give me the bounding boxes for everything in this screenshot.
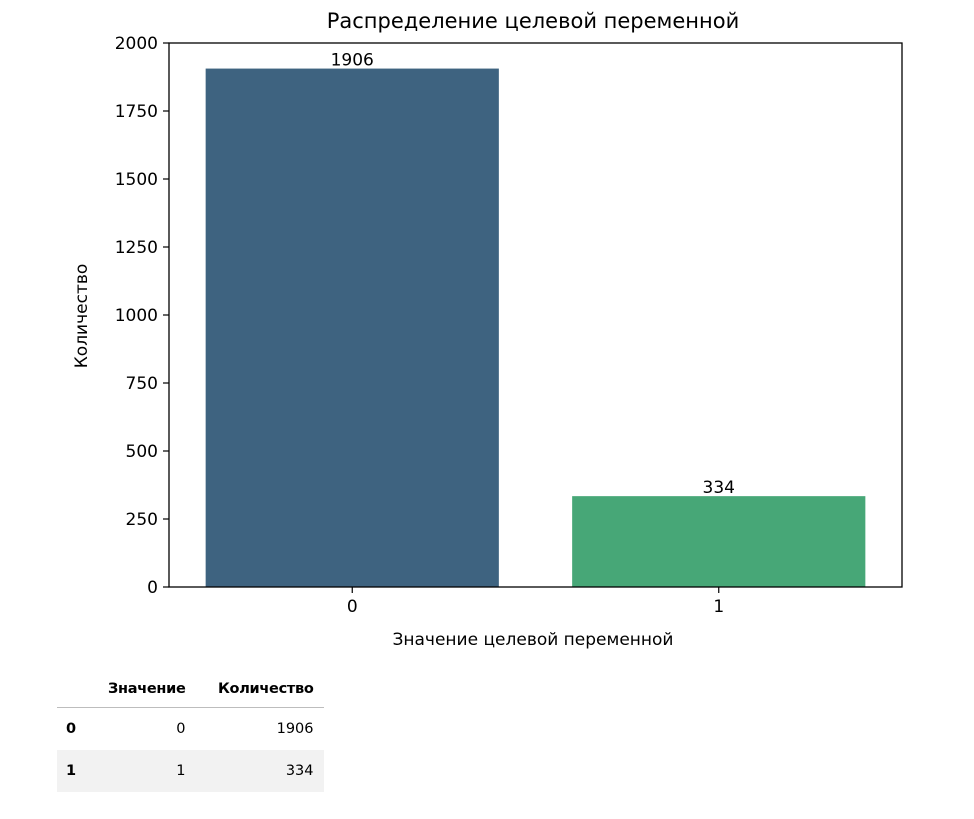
data-labels-group: 1906 334 [331,51,735,499]
table-header-index [57,673,98,708]
table-cell-count: 1906 [276,721,314,737]
x-tick-label: 0 [347,597,358,617]
table-row: 0 0 1906 [57,708,324,751]
table-header-value: Значение [98,673,196,708]
y-tick-label: 2000 [115,34,158,54]
table-row: 1 1 334 [57,750,324,792]
y-axis-label: Количество [72,264,92,369]
bar-1 [572,496,866,587]
table-cell-count: 334 [285,763,314,779]
y-axis: 0 250 500 750 1000 1250 1500 1750 2000 [115,34,169,598]
summary-table: Значение Количество 0 0 1906 1 1 334 [57,673,324,792]
y-tick-label: 0 [147,578,158,598]
table-cell-value: 0 [176,721,186,737]
bar-chart: Распределение целевой переменной 1906 334… [72,9,903,650]
bars-group [205,68,866,587]
y-tick-label: 1000 [115,306,158,326]
table-header-row: Значение Количество [57,673,324,708]
y-tick-label: 1250 [115,238,158,258]
y-tick-label: 1500 [115,170,158,190]
x-axis-label: Значение целевой переменной [393,630,674,650]
y-tick-label: 1750 [115,102,158,122]
table-row-index: 1 [66,763,77,779]
plot-frame [168,42,903,588]
data-label-0: 1906 [331,51,374,71]
y-tick-label: 500 [126,442,158,462]
bar-0 [205,68,499,587]
chart-title: Распределение целевой переменной [327,9,740,33]
data-label-1: 334 [703,478,735,498]
table-cell-value: 1 [176,763,186,779]
y-tick-label: 250 [126,510,158,530]
table-row-index: 0 [66,721,77,737]
table-header-count: Количество [195,673,324,708]
y-tick-label: 750 [126,374,158,394]
x-tick-label: 1 [713,597,724,617]
